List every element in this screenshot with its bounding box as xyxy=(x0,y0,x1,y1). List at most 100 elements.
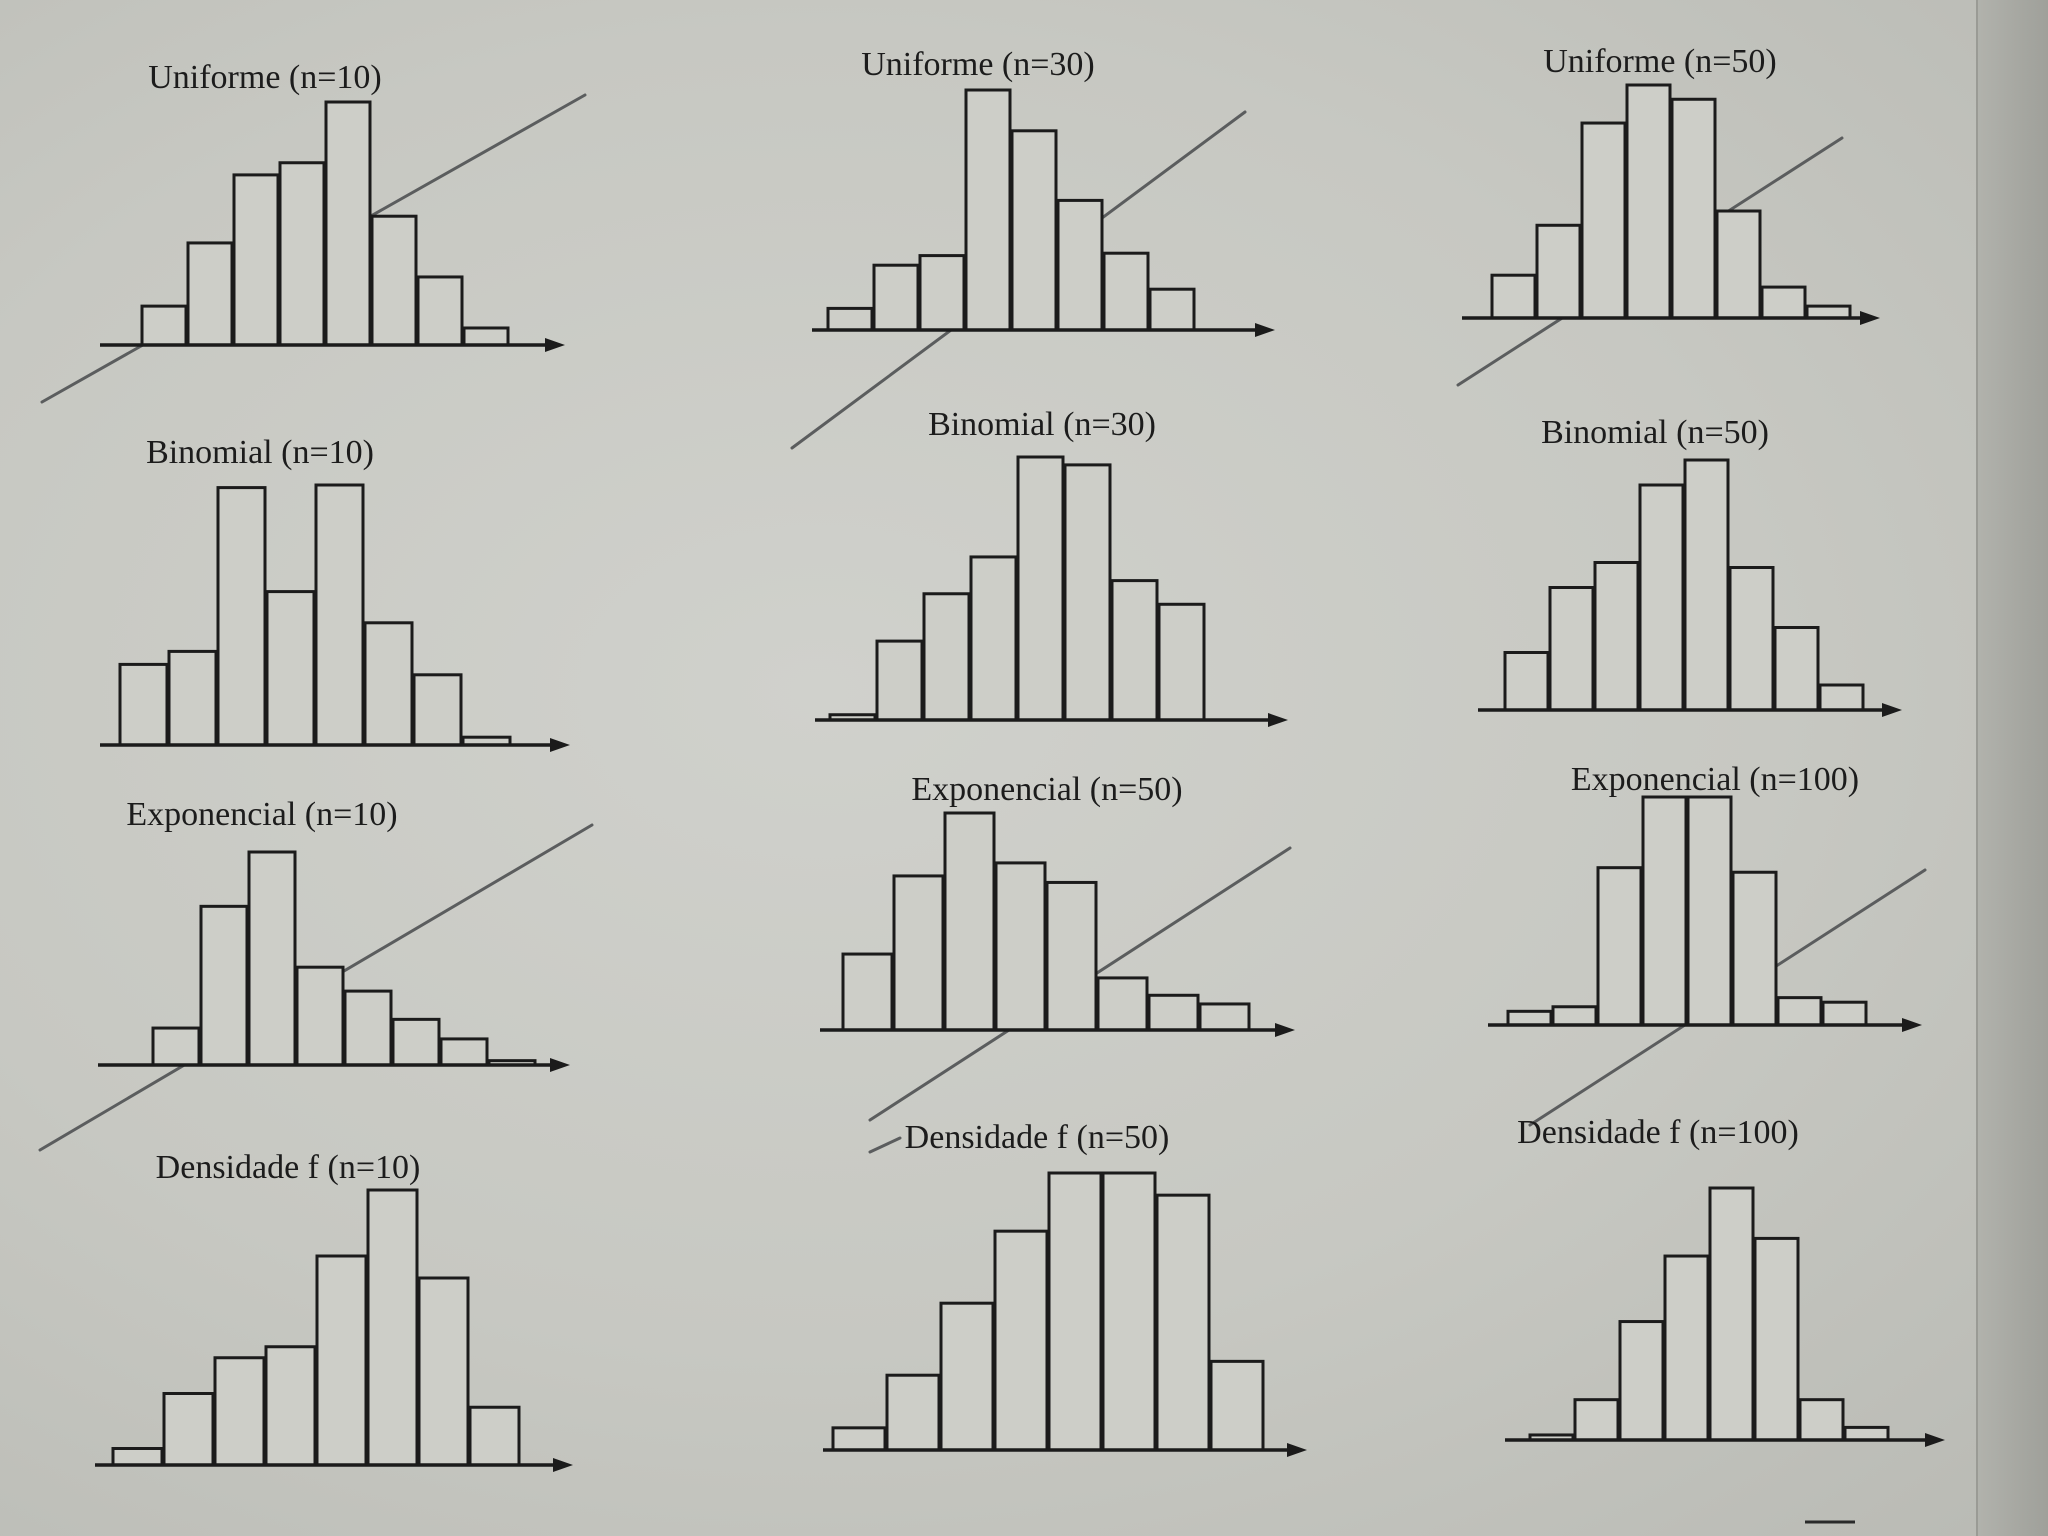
histogram-bar xyxy=(370,214,418,347)
panel-title: Exponencial (n=100) xyxy=(1571,761,1859,798)
axis-arrow-icon xyxy=(1882,703,1902,717)
histogram-bar xyxy=(1198,1002,1251,1032)
histogram-panel: Uniforme (n=50) xyxy=(1462,43,1880,325)
histogram-bar xyxy=(1686,795,1733,1027)
histogram-bar xyxy=(1155,1193,1211,1452)
histogram-bar xyxy=(167,649,218,747)
histogram-bar xyxy=(1663,1254,1710,1442)
histogram-bar xyxy=(885,1373,941,1452)
histogram-panel: Binomial (n=50) xyxy=(1478,414,1902,717)
histogram-bar xyxy=(216,486,267,747)
histogram-bar xyxy=(213,1356,266,1467)
histogram-bar xyxy=(1045,880,1098,1032)
panel-title: Exponencial (n=10) xyxy=(126,796,397,833)
histogram-bar xyxy=(1047,1171,1103,1452)
histogram-bar xyxy=(1821,1000,1868,1027)
histogram-bar xyxy=(140,304,188,347)
histogram-bar xyxy=(1818,683,1865,712)
histogram-bar xyxy=(1728,566,1775,712)
panel-title: Exponencial (n=50) xyxy=(911,771,1182,808)
histogram-bar xyxy=(994,861,1047,1032)
histogram-panel: Densidade f (n=100) xyxy=(1505,1114,1945,1447)
axis-arrow-icon xyxy=(553,1458,573,1472)
histogram-bar xyxy=(1670,97,1717,320)
panel-title: Densidade f (n=10) xyxy=(156,1149,421,1186)
histogram-bar xyxy=(1773,626,1820,712)
histogram-bar xyxy=(1618,1320,1665,1442)
histogram-bar xyxy=(964,88,1012,332)
axis-arrow-icon xyxy=(550,1058,570,1072)
histogram-bar xyxy=(1063,463,1112,722)
histogram-bar xyxy=(1110,579,1159,722)
histogram-bar xyxy=(314,483,365,747)
histogram-bar xyxy=(232,173,280,347)
histogram-bar xyxy=(1209,1359,1265,1452)
histogram-bar xyxy=(412,673,463,747)
histogram-bar xyxy=(199,904,249,1067)
histogram-bar xyxy=(1148,287,1196,332)
histogram-bar xyxy=(1625,83,1672,320)
histogram-bar xyxy=(391,1017,441,1067)
page-edge xyxy=(1976,0,2048,1536)
histogram-bar xyxy=(1101,1171,1157,1452)
histogram-bar xyxy=(265,590,316,747)
histogram-bar xyxy=(111,1447,164,1467)
histogram-bar xyxy=(1010,129,1058,332)
histogram-bar xyxy=(1506,1009,1553,1027)
histogram-bar xyxy=(826,306,874,332)
histogram-bar xyxy=(1843,1425,1890,1442)
histogram-bar xyxy=(918,254,966,332)
histogram-bar xyxy=(1490,273,1537,320)
histogram-bar xyxy=(1776,996,1823,1027)
histogram-bar xyxy=(417,1276,470,1467)
histogram-bar xyxy=(993,1229,1049,1452)
histogram-bar xyxy=(1715,209,1762,320)
histogram-bar xyxy=(922,592,971,722)
panel-title: Binomial (n=30) xyxy=(928,406,1156,443)
histogram-bar xyxy=(416,275,464,347)
panel-title: Uniforme (n=50) xyxy=(1543,43,1777,80)
histogram-panel: Binomial (n=30) xyxy=(815,406,1288,727)
pencil-mark-line xyxy=(868,1136,902,1154)
histogram-bar xyxy=(969,555,1018,722)
panel-title: Binomial (n=10) xyxy=(146,434,374,471)
axis-arrow-icon xyxy=(1902,1018,1922,1032)
histogram-bar xyxy=(366,1188,419,1467)
axis-arrow-icon xyxy=(545,338,565,352)
histogram-panel: Uniforme (n=10) xyxy=(100,59,565,352)
histogram-bar xyxy=(151,1026,201,1067)
histogram-bar xyxy=(1016,455,1065,722)
histogram-bar xyxy=(1596,866,1643,1027)
histogram-bar xyxy=(247,850,297,1067)
axis-arrow-icon xyxy=(1287,1443,1307,1457)
histogram-bar xyxy=(875,639,924,722)
histogram-bar xyxy=(1056,198,1104,332)
panel-title: Densidade f (n=100) xyxy=(1517,1114,1799,1151)
histogram-bar xyxy=(462,326,510,347)
histogram-bar xyxy=(315,1254,368,1467)
histogram-panel: Binomial (n=10) xyxy=(100,434,570,752)
histogram-panel: Exponencial (n=10) xyxy=(98,796,570,1072)
histogram-bar xyxy=(1731,870,1778,1027)
histogram-panel: Exponencial (n=50) xyxy=(820,771,1295,1037)
histogram-bar xyxy=(831,1426,887,1452)
histogram-bar xyxy=(1096,976,1149,1032)
histogram-bar xyxy=(162,1392,215,1467)
histogram-bar xyxy=(1147,993,1200,1032)
histogram-bar xyxy=(1573,1398,1620,1442)
axis-arrow-icon xyxy=(1255,323,1275,337)
histogram-bar xyxy=(1708,1186,1755,1442)
histogram-bar xyxy=(1551,1005,1598,1027)
axis-arrow-icon xyxy=(1860,311,1880,325)
histogram-bar xyxy=(1805,304,1852,320)
histogram-bar xyxy=(264,1345,317,1467)
axis-arrow-icon xyxy=(1268,713,1288,727)
histogram-bar xyxy=(1593,561,1640,712)
histogram-bar xyxy=(186,241,234,347)
panel-title: Densidade f (n=50) xyxy=(905,1119,1170,1156)
histogram-bar xyxy=(118,662,169,747)
histogram-panel: Densidade f (n=50) xyxy=(823,1119,1307,1457)
histogram-bar xyxy=(343,989,393,1067)
